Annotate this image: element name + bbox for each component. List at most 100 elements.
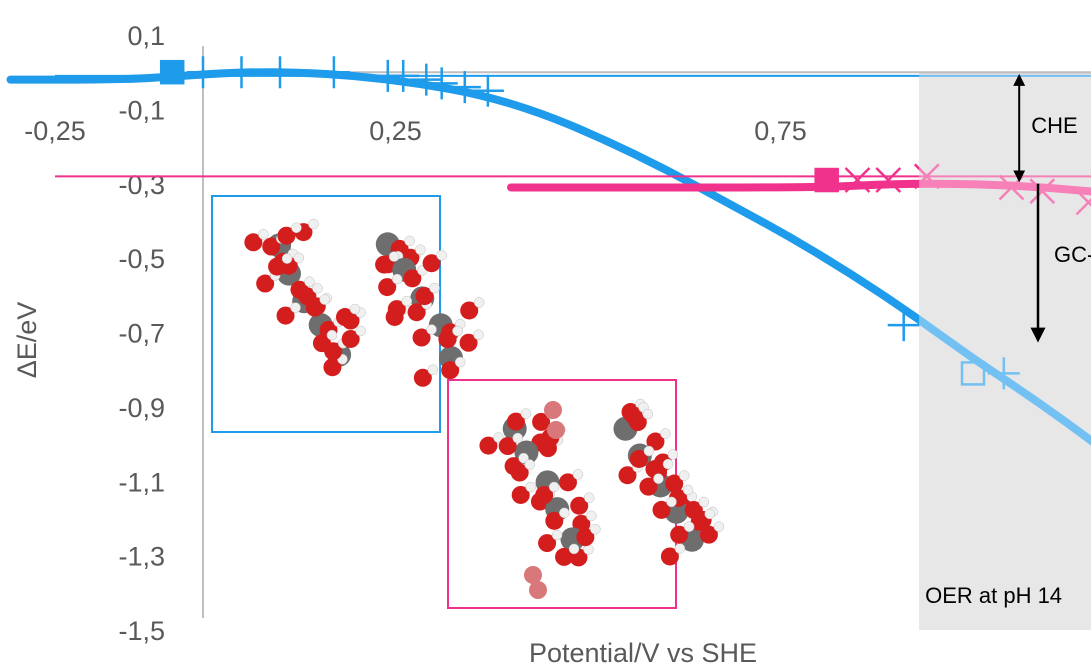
atom-hydrogen: [662, 458, 674, 470]
atom-hydrogen: [426, 324, 437, 335]
structure-insets: [211, 195, 725, 609]
atom-oxygen: [387, 300, 406, 319]
atom-oxygen: [498, 437, 517, 456]
atom-oxygen: [665, 474, 684, 493]
atom-oxygen: [415, 287, 434, 306]
data-point-square: [960, 361, 986, 386]
atom-hydrogen: [304, 276, 315, 287]
y-tick-label: -1,5: [118, 616, 165, 646]
data-point-cross: [844, 167, 871, 193]
atom-hydrogen: [512, 432, 523, 444]
atom-oxygen: [413, 368, 432, 387]
atom-hydrogen: [404, 235, 415, 247]
atom-oxygen: [628, 413, 647, 432]
data-point-square: [159, 59, 185, 85]
atom-hydrogen: [281, 253, 293, 264]
atom-oxygen: [422, 254, 441, 273]
atom-oxygen: [690, 512, 709, 531]
atom-hydrogen: [291, 222, 302, 234]
atom-hydrogen: [520, 408, 532, 419]
atom-hydrogen: [415, 244, 426, 255]
atom-hydrogen: [436, 249, 447, 261]
atom-oxygen: [660, 547, 679, 566]
data-point-plus: [264, 56, 296, 89]
atom-oxygen: [341, 329, 360, 348]
x-tick-label: 0,25: [369, 116, 422, 146]
atom-oxygen: [378, 278, 397, 297]
atom-oxygen: [262, 237, 281, 256]
atom-oxygen: [244, 233, 263, 252]
atom-oxygen: [646, 432, 665, 451]
atom-hydrogen: [660, 428, 671, 439]
atom-hydrogen: [290, 302, 301, 313]
atom-oxygen: [335, 308, 354, 327]
y-tick-label: -1,1: [118, 467, 165, 497]
y-tick-label: -0,9: [118, 393, 165, 423]
atom-hydrogen: [319, 294, 330, 305]
atom-oxygen: [535, 485, 554, 504]
atom-hydrogen: [454, 356, 466, 368]
atom-oxygen: [438, 330, 457, 349]
atom-oxygen: [511, 485, 530, 504]
atom-hydrogen: [586, 510, 597, 522]
atom-hydrogen: [355, 325, 366, 337]
atom-oxygen-highlight: [524, 566, 542, 584]
atom-hydrogen: [518, 452, 529, 464]
atom-hydrogen: [682, 484, 694, 496]
atom-hydrogen: [643, 445, 655, 457]
atom-oxygen: [618, 466, 637, 485]
atom-oxygen: [323, 358, 342, 377]
atom-hydrogen: [653, 473, 664, 484]
atom-oxygen: [506, 412, 525, 431]
atom-hydrogen: [473, 329, 484, 340]
y-tick-label: -0,5: [118, 244, 165, 274]
data-point-plus: [317, 56, 350, 89]
data-point-square: [814, 167, 839, 193]
atom-oxygen: [576, 528, 595, 547]
data-point-plus: [887, 309, 920, 342]
atom-hydrogen: [698, 496, 710, 508]
oer-region-band: [919, 72, 1091, 630]
atom-oxygen: [538, 534, 557, 553]
y-tick-label: -1,3: [118, 542, 165, 572]
atom-oxygen: [305, 298, 324, 317]
atom-oxygen: [510, 463, 529, 482]
atom-oxygen-highlight: [529, 581, 547, 599]
atom-oxygen: [277, 226, 296, 245]
atom-hydrogen: [666, 496, 677, 508]
gcdft-label: GC-DFT: [1054, 242, 1091, 267]
annotations: CHE GC-DFT OER at pH 14: [925, 73, 1091, 608]
oer-region: [919, 72, 1091, 630]
data-points: [159, 56, 1091, 632]
tick-labels: -0,250,250,751,250,1-0,1-0,3-0,5-0,7-0,9…: [24, 21, 807, 646]
y-tick-label: -0,3: [118, 170, 165, 200]
oer-region-label: OER at pH 14: [925, 583, 1062, 608]
atom-oxygen: [532, 412, 551, 431]
atom-hydrogen: [590, 523, 601, 535]
atom-oxygen-highlight: [547, 421, 565, 439]
data-point-plus: [987, 357, 1020, 390]
data-point-cross: [1029, 178, 1056, 205]
atom-hydrogen: [674, 543, 686, 554]
atom-oxygen: [459, 333, 478, 352]
atom-oxygen: [629, 449, 648, 468]
atom-hydrogen: [429, 282, 440, 294]
atom-oxygen: [558, 473, 577, 492]
y-tick-label: -0,7: [118, 319, 165, 349]
atom-oxygen: [268, 257, 287, 276]
y-tick-label: -0,1: [118, 95, 165, 125]
data-point-plus: [471, 74, 504, 107]
atom-oxygen: [570, 496, 589, 515]
atom-hydrogen: [349, 303, 361, 315]
atom-oxygen: [412, 328, 431, 347]
data-point-cross: [913, 163, 940, 190]
atom-oxygen: [555, 547, 574, 566]
atom-hydrogen: [551, 529, 563, 541]
data-point-plus: [387, 59, 420, 92]
atom-oxygen: [545, 511, 564, 530]
data-point-plus: [448, 71, 481, 104]
atom-hydrogen: [391, 273, 403, 285]
series-fit-line: [507, 179, 1091, 196]
atom-oxygen: [670, 525, 689, 544]
